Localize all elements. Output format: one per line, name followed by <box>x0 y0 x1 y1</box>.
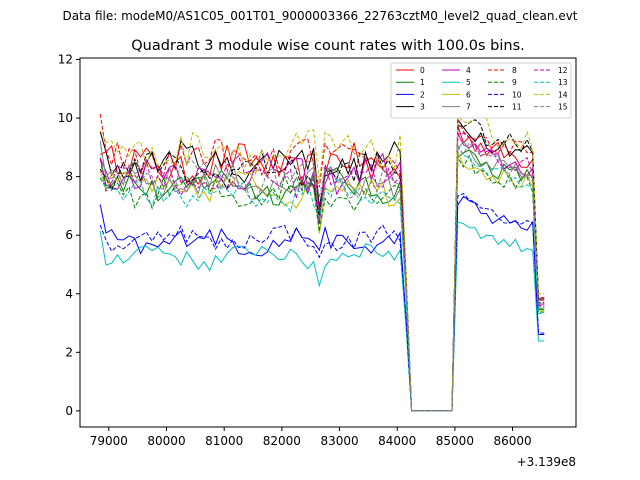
y-tick-label: 12 <box>58 52 73 66</box>
series-line-10 <box>99 192 545 412</box>
legend-label: 11 <box>512 103 522 112</box>
x-tick-label: 86000 <box>493 434 531 448</box>
y-axis: 0 2 4 6 8 10 12 <box>58 52 80 418</box>
legend-label: 0 <box>420 66 425 75</box>
legend-label: 15 <box>558 103 568 112</box>
x-offset-label: +3.139e8 <box>517 455 576 469</box>
suptitle: Data file: modeM0/AS1C05_001T01_90000033… <box>62 9 577 23</box>
series-line-15 <box>99 140 545 412</box>
series-line-12 <box>99 132 545 412</box>
legend-label: 2 <box>420 90 425 99</box>
y-tick-label: 8 <box>65 170 73 184</box>
series-line-2 <box>99 195 545 412</box>
y-tick-label: 2 <box>65 345 73 359</box>
y-tick-label: 6 <box>65 228 73 242</box>
legend-label: 10 <box>512 90 522 99</box>
x-tick-label: 84000 <box>378 434 416 448</box>
chart-title: Quadrant 3 module wise count rates with … <box>131 38 525 54</box>
series-line-13 <box>99 143 545 412</box>
legend-label: 1 <box>420 78 425 87</box>
series-line-14 <box>99 112 545 412</box>
series-line-6 <box>99 151 545 412</box>
y-tick-label: 0 <box>65 404 73 418</box>
x-tick-label: 79000 <box>90 434 128 448</box>
legend-label: 13 <box>558 78 568 87</box>
legend-label: 6 <box>466 90 471 99</box>
plot-area <box>99 112 545 412</box>
x-tick-label: 82000 <box>263 434 301 448</box>
x-tick-label: 80000 <box>147 434 185 448</box>
legend-label: 3 <box>420 103 425 112</box>
x-tick-label: 81000 <box>205 434 243 448</box>
legend-label: 8 <box>512 66 517 75</box>
y-tick-label: 10 <box>58 111 73 125</box>
x-axis: 79000 80000 81000 82000 83000 84000 85000 86000 <box>90 427 532 448</box>
legend-box <box>390 62 572 119</box>
legend-label: 12 <box>558 66 568 75</box>
legend-label: 7 <box>466 103 471 112</box>
series-line-8 <box>99 113 545 412</box>
axes-frame <box>79 57 577 428</box>
x-tick-label: 83000 <box>320 434 358 448</box>
legend-label: 9 <box>512 78 517 87</box>
x-tick-label: 85000 <box>436 434 474 448</box>
legend-label: 14 <box>558 90 568 99</box>
series-line-5 <box>99 221 545 412</box>
y-tick-label: 4 <box>65 287 73 301</box>
legend-label: 4 <box>466 66 471 75</box>
legend-label: 5 <box>466 78 471 87</box>
